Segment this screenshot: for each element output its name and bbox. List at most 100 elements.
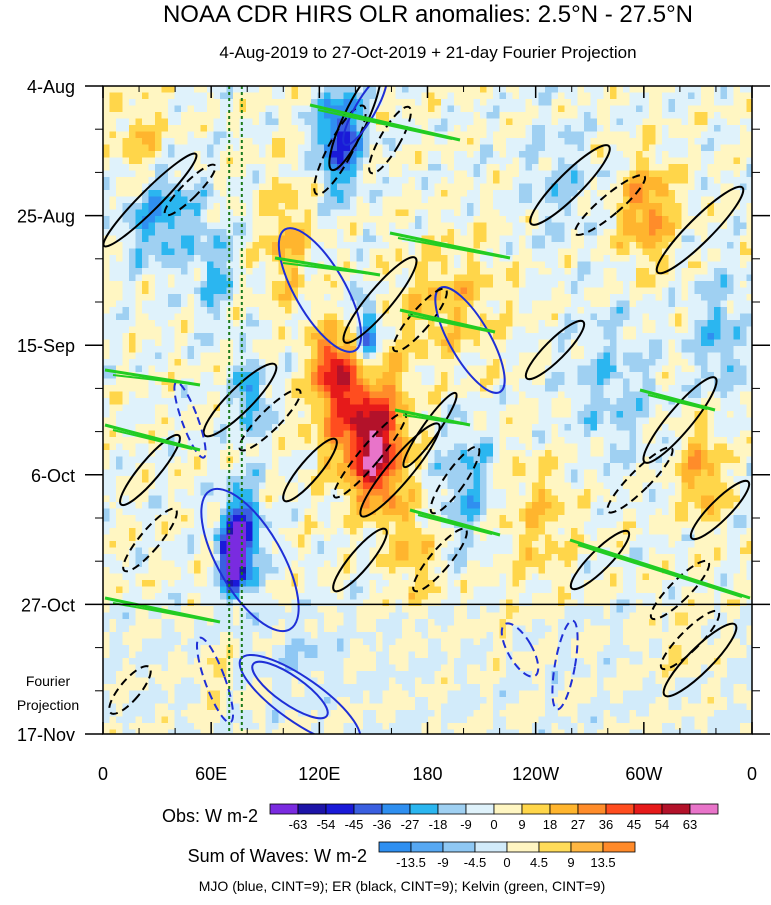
anomaly-cell xyxy=(506,313,513,321)
anomaly-cell xyxy=(161,261,169,269)
anomaly-cell xyxy=(343,385,351,392)
anomaly-cell xyxy=(389,92,396,100)
anomaly-cell xyxy=(356,307,364,314)
anomaly-cell xyxy=(122,372,130,379)
anomaly-cell xyxy=(551,118,559,126)
anomaly-cell xyxy=(382,346,390,353)
anomaly-cell xyxy=(636,398,643,405)
anomaly-cell xyxy=(564,385,572,392)
anomaly-cell xyxy=(415,307,422,314)
anomaly-cell xyxy=(194,138,201,145)
anomaly-cell xyxy=(324,346,331,353)
anomaly-cell xyxy=(174,404,182,412)
anomaly-cell xyxy=(623,255,630,262)
anomaly-cell xyxy=(324,404,331,412)
anomaly-cell xyxy=(733,320,741,327)
anomaly-cell xyxy=(330,300,338,308)
anomaly-cell xyxy=(304,352,312,360)
anomaly-cell xyxy=(532,261,539,269)
anomaly-cell xyxy=(181,307,188,314)
anomaly-cell xyxy=(558,99,565,106)
anomaly-cell xyxy=(473,261,481,269)
anomaly-cell xyxy=(441,339,448,347)
anomaly-cell xyxy=(525,281,533,288)
anomaly-cell xyxy=(272,131,279,139)
anomaly-cell xyxy=(649,365,656,373)
anomaly-cell xyxy=(694,398,702,405)
anomaly-cell xyxy=(655,229,663,236)
anomaly-cell xyxy=(376,183,383,191)
anomaly-cell xyxy=(233,294,240,301)
anomaly-cell xyxy=(506,209,513,217)
anomaly-cell xyxy=(363,209,370,217)
anomaly-cell xyxy=(311,307,318,314)
anomaly-cell xyxy=(252,274,260,282)
anomaly-cell xyxy=(519,222,526,230)
anomaly-cell xyxy=(350,281,357,288)
anomaly-cell xyxy=(519,183,526,191)
anomaly-cell xyxy=(434,359,442,366)
anomaly-cell xyxy=(226,248,234,256)
anomaly-cell xyxy=(447,170,455,178)
anomaly-cell xyxy=(408,190,416,197)
anomaly-cell xyxy=(688,300,695,308)
anomaly-cell xyxy=(395,118,403,126)
anomaly-cell xyxy=(636,352,643,360)
anomaly-cell xyxy=(356,287,364,295)
anomaly-cell xyxy=(675,216,682,223)
anomaly-cell xyxy=(337,281,344,288)
anomaly-cell xyxy=(272,391,279,399)
anomaly-cell xyxy=(155,99,162,106)
anomaly-cell xyxy=(356,183,364,191)
anomaly-cell xyxy=(564,164,572,171)
anomaly-cell xyxy=(226,242,234,249)
anomaly-cell xyxy=(499,326,507,334)
anomaly-cell xyxy=(460,196,468,204)
anomaly-cell xyxy=(525,404,533,412)
anomaly-cell xyxy=(623,333,630,340)
anomaly-cell xyxy=(311,125,318,132)
anomaly-cell xyxy=(259,307,266,314)
anomaly-cell xyxy=(350,190,357,197)
anomaly-cell xyxy=(122,203,130,210)
anomaly-cell xyxy=(194,268,201,275)
anomaly-cell xyxy=(298,183,305,191)
anomaly-cell xyxy=(220,190,227,197)
anomaly-cell xyxy=(402,385,409,392)
anomaly-cell xyxy=(610,222,617,230)
anomaly-cell xyxy=(668,170,676,178)
anomaly-cell xyxy=(740,242,747,249)
anomaly-cell xyxy=(655,196,663,204)
anomaly-cell xyxy=(525,287,533,295)
anomaly-cell xyxy=(688,144,695,152)
anomaly-cell xyxy=(200,125,208,132)
anomaly-cell xyxy=(285,125,292,132)
anomaly-cell xyxy=(272,274,279,282)
anomaly-cell xyxy=(688,294,695,301)
anomaly-cell xyxy=(343,378,351,386)
anomaly-cell xyxy=(740,378,747,386)
anomaly-cell xyxy=(545,157,552,165)
anomaly-cell xyxy=(701,92,708,100)
anomaly-cell xyxy=(168,209,175,217)
anomaly-cell xyxy=(649,190,656,197)
anomaly-cell xyxy=(558,372,565,379)
anomaly-cell xyxy=(291,209,299,217)
anomaly-cell xyxy=(668,307,676,314)
anomaly-cell xyxy=(551,261,559,269)
anomaly-cell xyxy=(272,339,279,347)
anomaly-cell xyxy=(272,190,279,197)
anomaly-cell xyxy=(382,261,390,269)
anomaly-cell xyxy=(285,190,292,197)
anomaly-cell xyxy=(337,352,344,360)
anomaly-cell xyxy=(512,365,520,373)
anomaly-cell xyxy=(174,346,182,353)
anomaly-cell xyxy=(142,313,149,321)
anomaly-cell xyxy=(740,391,747,399)
anomaly-cell xyxy=(161,385,169,392)
anomaly-cell xyxy=(428,372,435,379)
anomaly-cell xyxy=(278,138,286,145)
anomaly-cell xyxy=(681,177,689,184)
anomaly-cell xyxy=(181,99,188,106)
anomaly-cell xyxy=(291,105,299,113)
